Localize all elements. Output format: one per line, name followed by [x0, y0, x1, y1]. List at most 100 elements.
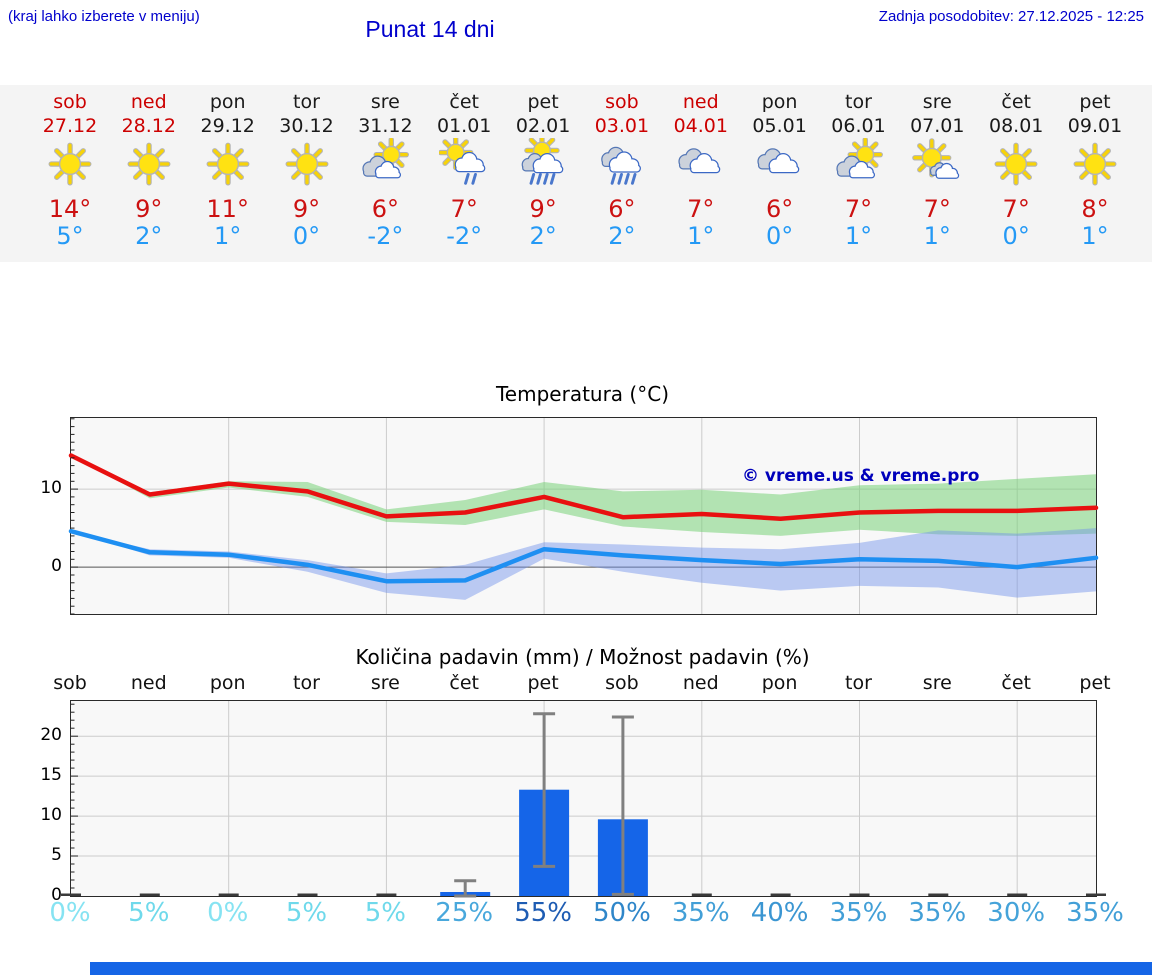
precip-day-label: pon [209, 672, 246, 694]
day-cell: pon 05.01 6° 0° [738, 85, 822, 250]
min-temp: 0° [765, 222, 794, 250]
precip-probability: 0% [49, 898, 91, 928]
day-name: pon [761, 91, 798, 113]
zero-precip-mark [297, 893, 318, 896]
day-name: sob [53, 91, 87, 113]
precip-probability: 5% [128, 898, 170, 928]
day-date: 05.01 [752, 115, 807, 137]
min-temp: 2° [608, 222, 636, 250]
precip-day-label: čet [1001, 672, 1031, 694]
day-date: 02.01 [515, 115, 571, 137]
precip-ytick-label: 5 [51, 845, 62, 865]
temperature-chart [68, 417, 1099, 615]
min-temp: 1° [687, 222, 715, 250]
max-temp: 8° [1081, 195, 1109, 223]
max-temp: 9° [135, 195, 163, 223]
precip-day-label: sre [922, 672, 952, 694]
day-cell: čet 08.01 7° 0° [974, 85, 1058, 250]
sun-icon [265, 138, 349, 190]
day-date: 27.12 [42, 115, 98, 137]
precip-probability: 50% [592, 898, 651, 928]
zero-precip-mark [849, 893, 870, 896]
day-cell: sre 07.01 7° 1° [895, 85, 979, 250]
day-date: 07.01 [910, 115, 965, 137]
day-name: sob [605, 91, 639, 113]
zero-precip-mark [218, 893, 239, 896]
min-temp: 2° [529, 222, 557, 250]
rain-icon [580, 138, 664, 190]
last-updated: Zadnja posodobitev: 27.12.2025 - 12:25 [878, 8, 1144, 25]
min-temp: 1° [214, 222, 242, 250]
max-temp-line [68, 453, 1099, 521]
footer-bar [90, 962, 1152, 975]
precip-day-label: pon [761, 672, 798, 694]
min-temp: 5° [56, 222, 84, 250]
precip-probability: 35% [671, 898, 730, 928]
precip-probability: 25% [435, 898, 494, 928]
min-temp: 1° [923, 222, 951, 250]
day-name: sre [922, 91, 952, 113]
precip-day-label: sre [370, 672, 400, 694]
sun-icon [107, 138, 191, 190]
precip-day-label: tor [293, 672, 320, 694]
precip-probability: 0% [207, 898, 249, 928]
max-temp: 7° [687, 195, 715, 223]
zero-precip-mark [1007, 893, 1028, 896]
error-bar [533, 712, 556, 868]
temp-ytick-label: 10 [40, 478, 62, 498]
temperature-chart-title: Temperatura (°C) [495, 382, 669, 406]
max-temp: 7° [1002, 195, 1030, 223]
day-date: 01.01 [436, 115, 492, 137]
day-name: ned [130, 91, 167, 113]
watermark-link[interactable]: © vreme.us & vreme.pro [742, 466, 980, 486]
day-date: 30.12 [279, 115, 334, 137]
min-temp-line [68, 528, 1099, 584]
day-name: pon [209, 91, 246, 113]
sun-cloud-icon [343, 136, 427, 190]
day-date: 28.12 [121, 115, 176, 137]
sun-icon [28, 138, 112, 190]
sun-icon [1053, 138, 1137, 190]
error-bar [611, 715, 634, 896]
y-axis-ticks [71, 418, 78, 615]
day-name: pet [1079, 91, 1111, 113]
precip-ytick-label: 20 [40, 725, 62, 745]
precip-probability: 35% [1066, 898, 1124, 928]
location-hint: (kraj lahko izberete v meniju) [8, 8, 200, 25]
precip-probability: 5% [285, 898, 328, 928]
gridlines [71, 701, 1096, 896]
day-date: 04.01 [673, 115, 728, 137]
min-temp: -2° [367, 222, 404, 250]
precip-day-label: čet [449, 672, 479, 694]
max-temp: 7° [923, 195, 951, 223]
day-name: ned [682, 91, 719, 113]
precip-day-label: tor [845, 672, 872, 694]
day-cell: sre 31.12 6° -2° [343, 85, 427, 250]
max-temp: 9° [529, 195, 557, 223]
max-temp: 7° [844, 195, 873, 223]
precip-probability: 30% [987, 898, 1046, 928]
day-name: čet [449, 91, 479, 113]
precip-day-label: ned [130, 672, 167, 694]
day-cell: čet 01.01 7° -2° [422, 85, 506, 250]
cloudy-icon [659, 138, 743, 190]
day-name: čet [1001, 91, 1031, 113]
sun-heavy-rain-icon [501, 132, 585, 190]
sun-icon [186, 138, 270, 190]
day-cell: sob 27.12 14° 5° [28, 85, 112, 250]
min-temp: 1° [844, 222, 873, 250]
precip-ytick-label: 10 [40, 805, 62, 825]
day-cell: pon 29.12 11° 1° [186, 85, 270, 250]
precipitation-chart [61, 700, 1106, 898]
zero-precip-mark [691, 893, 712, 896]
max-temp: 6° [608, 195, 636, 223]
day-date: 06.01 [831, 115, 886, 137]
precip-probability: 40% [750, 898, 809, 928]
max-temp: 9° [292, 195, 321, 223]
min-temp: -2° [446, 222, 483, 250]
page-title: Punat 14 dni [365, 16, 495, 42]
zero-precip-mark [928, 893, 949, 896]
day-date: 29.12 [200, 115, 255, 137]
sun-icon [974, 138, 1058, 190]
